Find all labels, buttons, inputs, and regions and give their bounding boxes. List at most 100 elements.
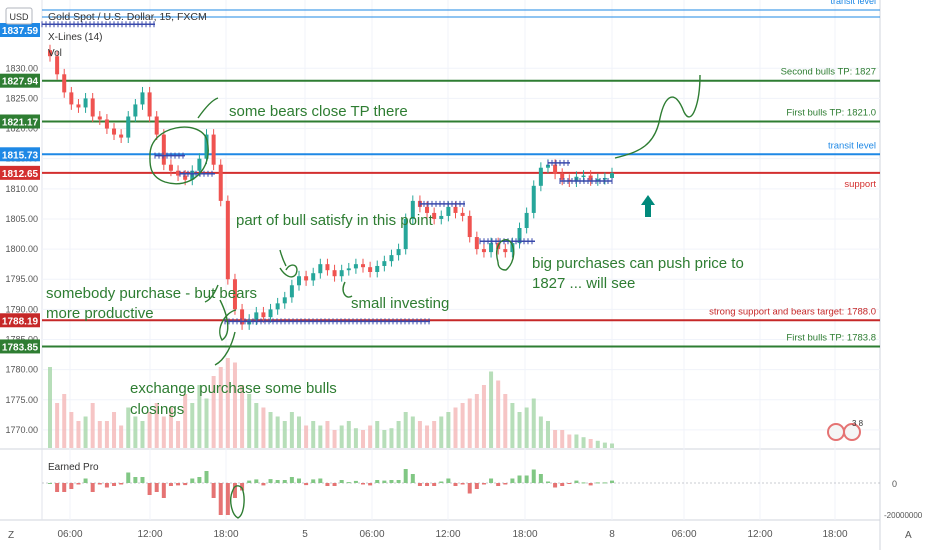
- lower-axis-neg: -20000000: [884, 511, 923, 520]
- lower-hist-bar: [268, 479, 273, 483]
- annotation-more-productive: more productive: [46, 305, 154, 322]
- candle-body: [560, 173, 565, 180]
- candle-body: [133, 104, 138, 117]
- candle-body: [332, 270, 337, 277]
- lower-hist-bar: [254, 479, 259, 483]
- price-badge-text: 1815.73: [2, 150, 39, 161]
- volume-bar: [574, 434, 579, 448]
- price-badge-text: 1788.19: [2, 316, 39, 327]
- transit-top-label: transit level: [830, 0, 876, 6]
- price-tick: 1830.00: [5, 63, 38, 73]
- volume-bar: [69, 412, 74, 448]
- candle-body: [232, 279, 237, 310]
- volume-bar: [595, 440, 600, 448]
- candle-body: [69, 92, 74, 105]
- volume-bar: [240, 385, 245, 448]
- price-tick: 1820.00: [5, 124, 38, 134]
- lower-hist-bar: [460, 483, 465, 485]
- volume-bar: [417, 421, 422, 448]
- candle-body: [289, 285, 294, 298]
- lower-hist-bar: [76, 483, 81, 485]
- lower-hist-bar: [232, 483, 237, 498]
- lower-hist-bar: [325, 483, 330, 486]
- price-badge-bg: [0, 339, 40, 354]
- lower-hist-bar: [545, 481, 550, 483]
- volume-bar: [112, 412, 117, 448]
- grid: [42, 0, 880, 520]
- indicator-xlines: X-Lines (14): [48, 32, 102, 43]
- volume-bar: [510, 403, 515, 448]
- volume-bar: [176, 421, 181, 448]
- annotation-big-purchase: big purchases can push price to: [532, 255, 744, 272]
- candle-body: [545, 164, 550, 168]
- event-badge-icon[interactable]: 3 8: [827, 419, 864, 441]
- lower-hist-bar: [446, 478, 451, 483]
- lower-hist-bar: [204, 471, 209, 483]
- lower-hist-bar: [474, 483, 479, 489]
- volume-bars: [48, 358, 614, 448]
- annotation-bears-close: some bears close TP there: [229, 103, 408, 120]
- volume-bar: [218, 367, 223, 448]
- price-tick: 1775.00: [5, 395, 38, 405]
- volume-bar: [368, 425, 373, 448]
- volume-bar: [311, 421, 316, 448]
- volume-bar: [204, 398, 209, 448]
- x-line-1807: [419, 200, 465, 207]
- annotation-1827: 1827 ... will see: [532, 275, 635, 292]
- volume-bar: [168, 407, 173, 448]
- lower-hist-bar: [97, 483, 102, 485]
- price-badge-text: 1783.85: [2, 342, 39, 353]
- annotation-closings: closings: [130, 401, 184, 418]
- volume-bar: [48, 367, 52, 448]
- volume-bar: [460, 403, 465, 448]
- lower-hist-bar: [311, 479, 316, 483]
- volume-bar: [325, 421, 330, 448]
- volume-bar: [304, 425, 309, 448]
- volume-bar: [524, 407, 529, 448]
- candle-body: [211, 134, 216, 165]
- candle-body: [76, 104, 81, 108]
- volume-bar: [446, 412, 451, 448]
- lower-axis-zero: 0: [892, 479, 897, 489]
- lower-hist-bar: [296, 478, 301, 483]
- x-line-1812: [179, 170, 215, 177]
- volume-bar: [382, 430, 387, 448]
- volume-bar: [225, 358, 230, 448]
- candle-body: [104, 119, 109, 129]
- volume-bar: [104, 421, 109, 448]
- volume-bar: [183, 394, 188, 448]
- lower-hist-bar: [353, 480, 358, 483]
- currency-badge[interactable]: USD: [5, 7, 33, 25]
- time-tick: 18:00: [213, 529, 238, 540]
- annotation-part-bull: part of bull satisfy in this point: [236, 212, 434, 229]
- lower-hist-bar: [553, 483, 558, 488]
- flag-badge-1: [827, 423, 845, 441]
- price-badge: 1815.73: [0, 147, 40, 162]
- candle-body: [119, 134, 124, 138]
- price-tick: 1770.00: [5, 425, 38, 435]
- volume-bar: [375, 421, 380, 448]
- lower-hist-bar: [261, 483, 266, 486]
- volume-bar: [332, 430, 337, 448]
- annotation-small-investing: small investing: [351, 295, 449, 312]
- candle-body: [432, 212, 437, 219]
- candle-body: [204, 134, 209, 159]
- volume-bar: [396, 421, 401, 448]
- lower-hist-bar: [581, 482, 586, 484]
- lower-hist-bar: [339, 480, 344, 483]
- price-badge: 1827.94: [0, 73, 40, 88]
- volume-bar: [55, 403, 60, 448]
- candle-body: [517, 228, 522, 244]
- candle-body: [240, 309, 245, 325]
- candle-body: [460, 212, 465, 216]
- x-line-1811: [559, 177, 613, 184]
- price-tick: 1800.00: [5, 244, 38, 254]
- lower-hist-bar: [83, 478, 88, 483]
- volume-bar: [553, 430, 558, 448]
- x-line-1815: [154, 152, 185, 159]
- candle-body: [197, 158, 202, 171]
- x-line-1814: [547, 159, 570, 166]
- circle-big-purchase: [496, 239, 515, 271]
- volume-bar: [531, 398, 536, 448]
